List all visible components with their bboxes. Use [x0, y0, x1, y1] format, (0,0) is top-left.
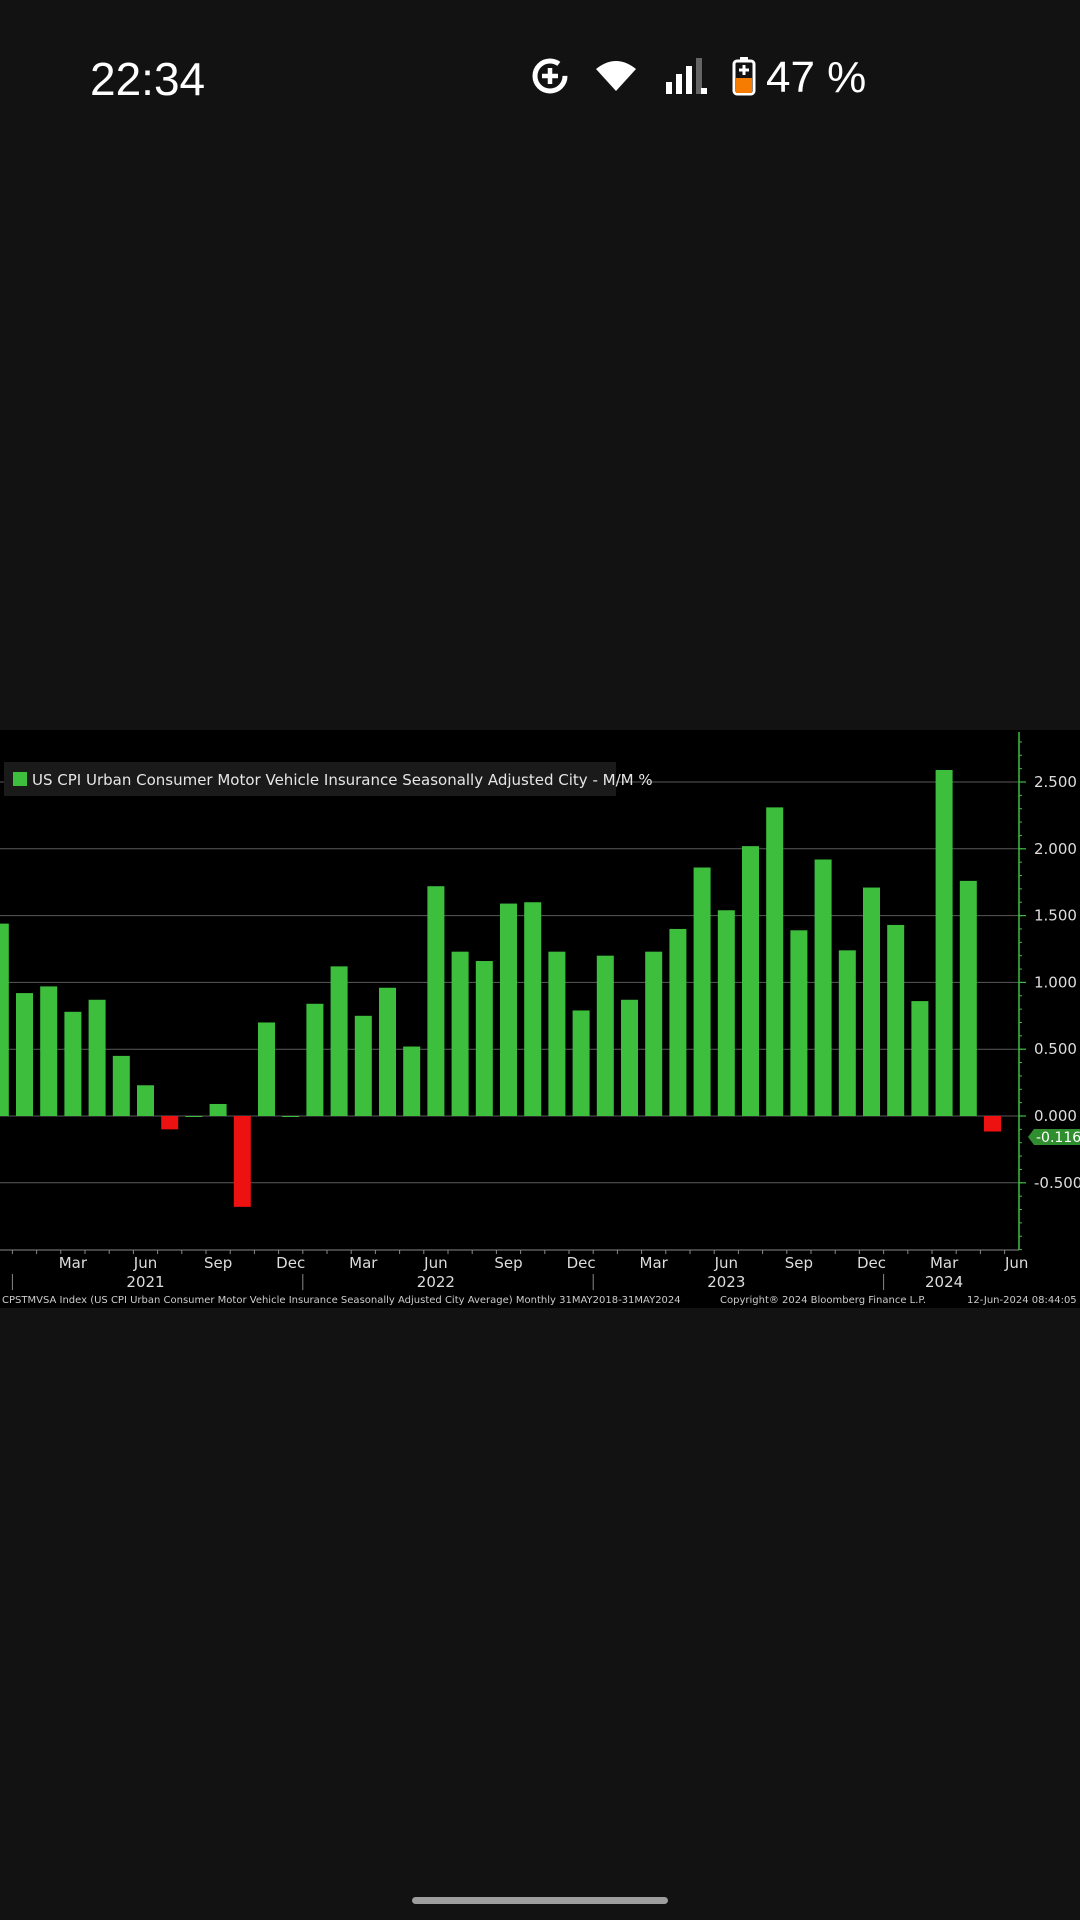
x-tick-label: Mar: [930, 1254, 959, 1272]
y-tick-label: 1.500: [1034, 907, 1077, 925]
bar: [572, 1010, 590, 1116]
battery-charging-icon: [732, 56, 756, 101]
x-tick-label: Jun: [423, 1254, 447, 1272]
bar: [645, 951, 663, 1116]
x-tick-label: Jun: [714, 1254, 738, 1272]
last-value-tag: -0.116: [1028, 1129, 1080, 1146]
y-tick-label: 1.000: [1034, 973, 1077, 991]
last-value-label: -0.116: [1036, 1130, 1080, 1146]
year-label: 2023: [707, 1273, 745, 1291]
gesture-navigation-bar[interactable]: [412, 1897, 668, 1904]
x-tick-label: Mar: [640, 1254, 669, 1272]
bar: [112, 1055, 130, 1116]
bar: [887, 924, 905, 1116]
bar: [911, 1001, 929, 1116]
bar: [500, 903, 517, 1116]
x-tick-label: Sep: [204, 1254, 232, 1272]
bar: [596, 955, 614, 1116]
bar: [475, 961, 493, 1116]
x-tick-label: Dec: [276, 1254, 305, 1272]
bar: [790, 930, 808, 1116]
bar: [548, 951, 566, 1116]
bar-partial: [0, 923, 9, 1116]
legend-box: [4, 762, 616, 796]
bar: [427, 886, 445, 1116]
bar: [209, 1103, 227, 1116]
chart-footer: CPSTMVSA Index (US CPI Urban Consumer Mo…: [2, 1295, 1077, 1306]
legend-swatch: [13, 772, 27, 786]
bar: [838, 950, 856, 1116]
bar: [64, 1011, 82, 1116]
year-label: 2021: [126, 1273, 164, 1291]
x-tick-label: Sep: [785, 1254, 813, 1272]
bar: [88, 999, 106, 1116]
bars: [0, 769, 1001, 1207]
axes: 2.500 2.000 1.500 1.000 0.500 0.000 -0.500 Mar J…: [0, 732, 1080, 1291]
bar: [306, 1003, 324, 1116]
y-tick-label: 2.500: [1034, 773, 1077, 791]
footer-index-description: CPSTMVSA Index (US CPI Urban Consumer Mo…: [2, 1295, 681, 1306]
bar: [16, 993, 33, 1116]
bar: [766, 807, 784, 1116]
year-label: 2024: [925, 1273, 963, 1291]
data-saver-icon: [530, 56, 570, 101]
x-tick-label: Dec: [567, 1254, 596, 1272]
bar: [258, 1022, 275, 1116]
signal-icon: [664, 56, 708, 101]
bar: [669, 928, 687, 1116]
chart-image: 2.500 2.000 1.500 1.000 0.500 0.000 -0.500 Mar J…: [0, 730, 1080, 1308]
legend-label: US CPI Urban Consumer Motor Vehicle Insu…: [32, 771, 653, 789]
bar: [403, 1046, 421, 1116]
x-tick-label: Sep: [494, 1254, 522, 1272]
y-tick-label: 2.000: [1034, 840, 1077, 858]
x-tick-label: Mar: [349, 1254, 378, 1272]
bar: [621, 999, 638, 1116]
wifi-icon: [594, 59, 638, 98]
x-tick-label: Jun: [1004, 1254, 1028, 1272]
bar: [863, 887, 880, 1116]
bar: [814, 859, 832, 1116]
bar: [717, 910, 735, 1116]
legend: US CPI Urban Consumer Motor Vehicle Insu…: [4, 762, 653, 796]
x-tick-label: Jun: [133, 1254, 157, 1272]
bar: [742, 846, 759, 1116]
bar: [984, 1116, 1001, 1132]
status-time: 22:34: [90, 53, 206, 105]
y-tick-label: 0.000: [1034, 1107, 1077, 1125]
footer-timestamp: 12-Jun-2024 08:44:05: [967, 1295, 1077, 1306]
bar: [40, 986, 58, 1116]
bar: [693, 867, 711, 1116]
year-label: 2022: [417, 1273, 455, 1291]
bar: [935, 769, 953, 1116]
bar: [959, 880, 977, 1116]
battery-percentage: 47 %: [766, 53, 867, 102]
bar: [451, 951, 469, 1116]
bar: [524, 902, 542, 1116]
cpi-bar-chart: 2.500 2.000 1.500 1.000 0.500 0.000 -0.500 Mar J…: [0, 730, 1080, 1308]
status-icons: 47 %: [530, 50, 866, 106]
bar: [233, 1116, 251, 1207]
bar: [330, 966, 348, 1116]
status-bar: 22:34: [0, 0, 1080, 160]
bar: [161, 1116, 179, 1130]
y-tick-label: -0.500: [1034, 1174, 1080, 1192]
bar: [354, 1015, 372, 1116]
bar: [379, 987, 396, 1116]
footer-copyright: Copyright® 2024 Bloomberg Finance L.P.: [720, 1295, 926, 1306]
x-tick-label: Dec: [857, 1254, 886, 1272]
y-tick-label: 0.500: [1034, 1040, 1077, 1058]
bar: [185, 1116, 203, 1117]
bar: [137, 1085, 154, 1116]
bar: [282, 1116, 300, 1117]
x-tick-label: Mar: [59, 1254, 88, 1272]
